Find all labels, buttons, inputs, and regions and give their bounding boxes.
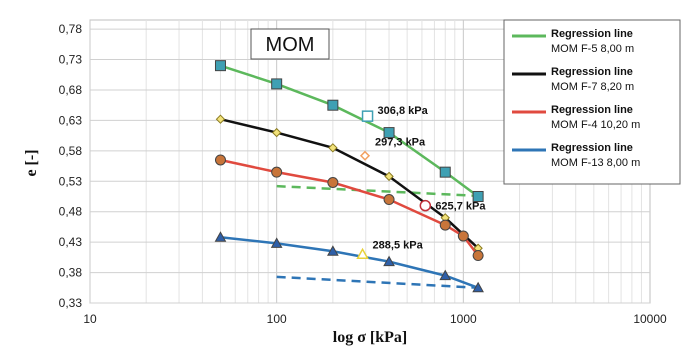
legend-title: Regression line xyxy=(551,66,633,78)
data-point xyxy=(328,143,338,153)
data-point xyxy=(439,269,452,281)
y-tick-label: 0,38 xyxy=(59,266,83,280)
legend-label: MOM F-7 8,20 m xyxy=(551,81,634,93)
data-point xyxy=(472,190,484,202)
legend-title: Regression line xyxy=(551,104,633,116)
regression-line-dashed xyxy=(276,184,479,198)
data-point xyxy=(327,99,339,111)
series-line xyxy=(220,117,479,250)
data-point xyxy=(214,231,227,242)
annotations: 306,8 kPa 297,3 kPa 625,7 kPa 288,5 kPa xyxy=(356,105,486,260)
data-point xyxy=(271,127,282,138)
data-point xyxy=(215,114,226,124)
yield-point-marker xyxy=(356,247,369,260)
data-point xyxy=(383,255,395,267)
data-point xyxy=(439,166,451,178)
data-point xyxy=(271,166,283,178)
data-point xyxy=(472,250,484,262)
x-tick-label: 100 xyxy=(267,312,287,326)
y-tick-label: 0,78 xyxy=(59,22,83,36)
regression-line-dashed xyxy=(276,275,479,290)
data-point xyxy=(214,154,226,166)
x-tick-label: 1000 xyxy=(450,312,477,326)
y-tick-label: 0,68 xyxy=(59,83,83,97)
data-point xyxy=(472,281,484,293)
yield-point-marker xyxy=(419,199,432,212)
legend-title: Regression line xyxy=(551,28,633,40)
y-axis-title: e [-] xyxy=(23,149,40,176)
x-tick-label: 10 xyxy=(83,312,97,326)
yield-point-label: 306,8 kPa xyxy=(378,105,429,117)
y-tick-label: 0,58 xyxy=(59,144,83,158)
yield-point-marker xyxy=(361,110,374,122)
legend-label: MOM F-5 8,00 m xyxy=(551,43,634,55)
y-tick-label: 0,53 xyxy=(59,174,83,188)
yield-point-label: 288,5 kPa xyxy=(373,239,424,251)
legend-label: MOM F-4 10,20 m xyxy=(551,119,640,131)
legend-title: Regression line xyxy=(551,142,633,154)
legend-label: MOM F-13 8,00 m xyxy=(551,157,640,169)
x-axis-title: log σ [kPa] xyxy=(333,329,407,346)
legend-box xyxy=(503,19,681,185)
y-tick-label: 0,63 xyxy=(59,113,83,127)
data-point xyxy=(327,245,339,256)
data-point xyxy=(327,176,339,188)
data-point xyxy=(271,78,283,90)
regression-lines xyxy=(276,184,479,290)
x-tick-labels: 10 100 1000 10000 xyxy=(83,312,667,326)
legend: Regression line MOM F-5 8,00 m Regression … xyxy=(512,28,640,169)
data-point xyxy=(384,171,394,182)
y-tick-labels: 0,78 0,73 0,68 0,63 0,58 0,53 0,48 0,43 0,38 0,33 xyxy=(59,22,83,310)
data-markers xyxy=(214,60,484,293)
yield-point-label: 625,7 kPa xyxy=(435,201,486,213)
title-box xyxy=(250,28,330,60)
data-point xyxy=(383,194,395,206)
chart-title: MOM xyxy=(266,34,315,56)
x-tick-label: 10000 xyxy=(633,312,667,326)
data-point xyxy=(270,237,283,248)
y-tick-label: 0,73 xyxy=(59,53,83,67)
data-point xyxy=(214,60,226,72)
y-tick-label: 0,33 xyxy=(59,296,83,310)
yield-point-marker xyxy=(359,150,371,161)
yield-point-label: 297,3 kPa xyxy=(375,137,426,149)
y-tick-label: 0,48 xyxy=(59,205,83,219)
data-point xyxy=(439,219,451,231)
data-point xyxy=(383,127,395,139)
data-point xyxy=(457,230,469,242)
y-tick-label: 0,43 xyxy=(59,235,83,249)
